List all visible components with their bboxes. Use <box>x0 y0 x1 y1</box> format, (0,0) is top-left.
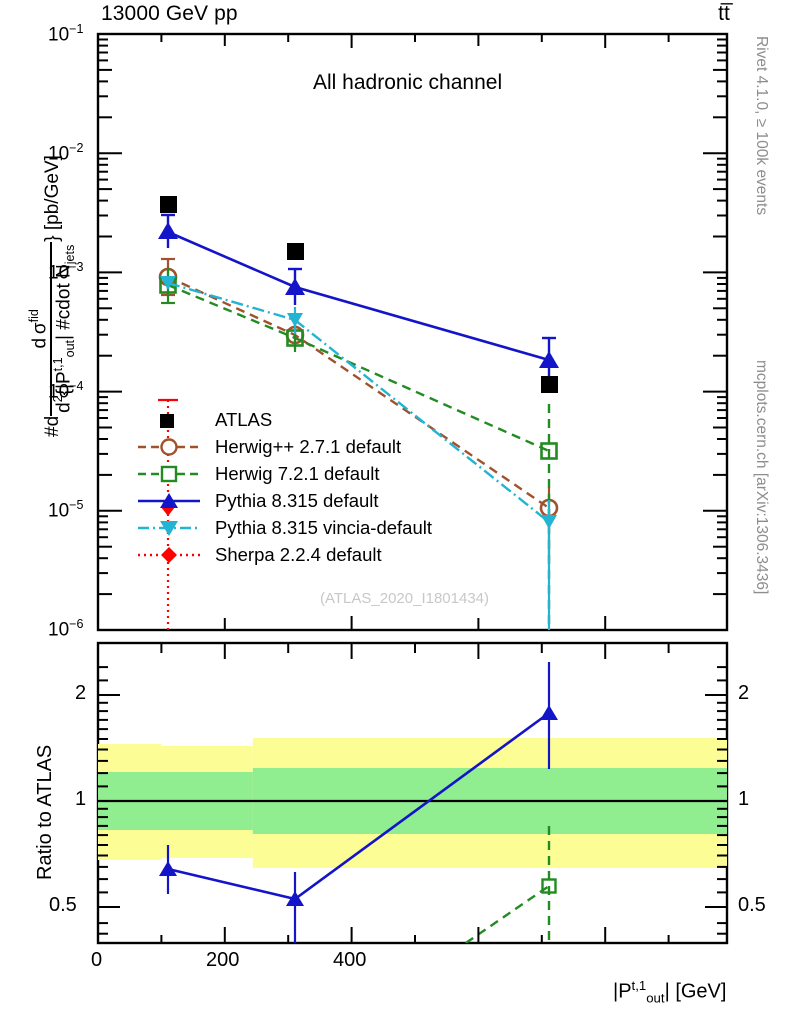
legend-label-herwigpp: Herwig++ 2.7.1 default <box>215 436 402 457</box>
y-tick-label-ratio-left-1: 1 <box>75 788 87 810</box>
x-axis-label: |Pt,1out| [GeV] <box>613 978 727 1006</box>
y-tick-label-main-4: 10−5 <box>48 498 84 522</box>
y-tick-label-ratio-right-05: 0.5 <box>738 894 766 916</box>
legend-swatch-herwigpp <box>138 438 200 456</box>
legend-swatch-pythia <box>138 493 200 508</box>
legend-swatch-vincia <box>138 521 200 536</box>
y-tick-label-main-3: 10−4 <box>48 379 84 403</box>
y-tick-label-ratio-left-05: 0.5 <box>49 894 77 916</box>
legend-swatch-atlas <box>160 414 174 428</box>
main-panel-y-ticks <box>98 33 727 631</box>
y-tick-label-main-5: 10−6 <box>48 617 84 641</box>
header-beam-label: 13000 GeV pp <box>101 2 238 25</box>
analysis-id-watermark: (ATLAS_2020_I1801434) <box>320 590 490 607</box>
series-pythia-ratio <box>159 662 558 943</box>
legend-label-pythia: Pythia 8.315 default <box>215 490 379 511</box>
legend-swatch-herwig7 <box>138 465 200 483</box>
header-process-label: tt̅ <box>718 2 730 25</box>
y-tick-label-ratio-left-2: 2 <box>75 682 87 704</box>
x-tick-label-200: 200 <box>206 949 240 971</box>
x-tick-label-400: 400 <box>333 949 367 971</box>
legend-label-sherpa: Sherpa 2.2.4 default <box>215 544 382 565</box>
y-tick-label-ratio-right-1: 1 <box>738 788 750 810</box>
series-pythia-main <box>158 213 559 385</box>
legend-label-herwig7: Herwig 7.2.1 default <box>215 463 380 484</box>
series-vincia-main <box>160 276 557 630</box>
y-tick-label-main-1: 10−2 <box>48 141 84 165</box>
main-panel-frame <box>96 32 729 632</box>
y-tick-label-main-2: 10−3 <box>48 260 84 284</box>
x-tick-label-0: 0 <box>91 949 103 971</box>
legend-swatch-sherpa <box>138 547 200 563</box>
ratio-panel-data <box>98 662 727 943</box>
series-atlas-main <box>160 196 558 393</box>
ratio-panel-ticks <box>97 643 727 943</box>
channel-annotation: All hadronic channel <box>313 71 503 94</box>
legend-label-atlas: ATLAS <box>215 409 273 430</box>
legend-label-vincia: Pythia 8.315 vincia-default <box>215 517 432 538</box>
series-herwig7-ratio <box>463 826 557 943</box>
y-tick-label-main-0: 10−1 <box>48 22 84 46</box>
main-panel-x-ticks <box>97 34 670 630</box>
y-tick-label-ratio-right-2: 2 <box>738 682 750 704</box>
